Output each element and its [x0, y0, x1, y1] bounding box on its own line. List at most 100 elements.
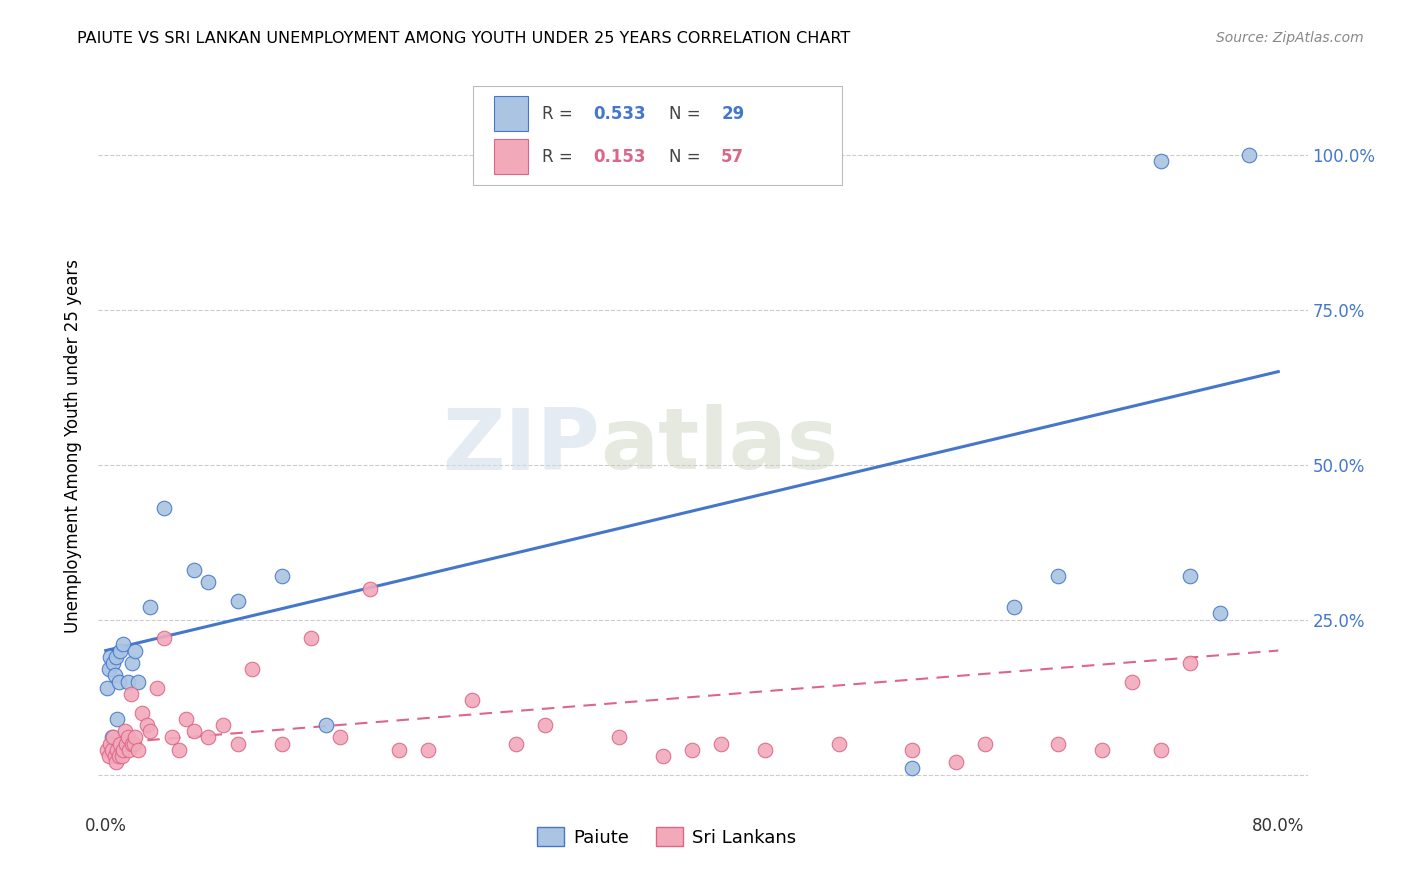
Text: 57: 57: [721, 147, 744, 166]
Y-axis label: Unemployment Among Youth under 25 years: Unemployment Among Youth under 25 years: [65, 259, 83, 633]
Point: [108, 674, 131, 689]
Point: [167, 743, 190, 757]
Point: [98, 649, 121, 664]
Text: N =: N =: [669, 105, 706, 123]
Point: [945, 755, 967, 769]
Point: [315, 718, 337, 732]
Text: N =: N =: [669, 147, 706, 166]
Point: [96, 681, 118, 695]
Point: [118, 743, 141, 757]
FancyBboxPatch shape: [494, 95, 527, 131]
Point: [461, 693, 484, 707]
Point: [1121, 674, 1143, 689]
FancyBboxPatch shape: [474, 87, 842, 185]
Point: [299, 631, 322, 645]
Point: [124, 643, 146, 657]
Point: [101, 731, 124, 745]
Text: 29: 29: [721, 105, 744, 123]
Point: [901, 761, 924, 775]
FancyBboxPatch shape: [494, 139, 527, 174]
Point: [754, 743, 776, 757]
Point: [183, 563, 205, 577]
Point: [681, 743, 703, 757]
Point: [1150, 153, 1173, 168]
Point: [1004, 600, 1026, 615]
Point: [131, 706, 153, 720]
Text: R =: R =: [543, 147, 578, 166]
Point: [270, 569, 292, 583]
Point: [534, 718, 557, 732]
Point: [176, 712, 198, 726]
Point: [96, 743, 118, 757]
Text: R =: R =: [543, 105, 578, 123]
Point: [1047, 569, 1070, 583]
Point: [1237, 147, 1260, 161]
Point: [359, 582, 381, 596]
Point: [111, 748, 134, 763]
Point: [103, 748, 125, 763]
Point: [97, 748, 120, 763]
Point: [651, 748, 673, 763]
Point: [1180, 569, 1202, 583]
Point: [121, 656, 143, 670]
Point: [153, 500, 176, 515]
Text: 0.153: 0.153: [593, 147, 645, 166]
Point: [607, 731, 630, 745]
Point: [100, 743, 122, 757]
Point: [1180, 656, 1202, 670]
Text: 0.533: 0.533: [593, 105, 645, 123]
Point: [107, 743, 129, 757]
Point: [212, 718, 235, 732]
Point: [1047, 737, 1070, 751]
Point: [329, 731, 352, 745]
Point: [901, 743, 924, 757]
Point: [121, 737, 143, 751]
Point: [505, 737, 527, 751]
Text: atlas: atlas: [600, 404, 838, 488]
Point: [197, 575, 219, 590]
Point: [270, 737, 292, 751]
Text: PAIUTE VS SRI LANKAN UNEMPLOYMENT AMONG YOUTH UNDER 25 YEARS CORRELATION CHART: PAIUTE VS SRI LANKAN UNEMPLOYMENT AMONG …: [77, 31, 851, 46]
Point: [827, 737, 849, 751]
Point: [226, 737, 249, 751]
Point: [240, 662, 263, 676]
Point: [388, 743, 411, 757]
Point: [100, 731, 122, 745]
Point: [418, 743, 440, 757]
Point: [124, 731, 146, 745]
Point: [1150, 743, 1173, 757]
Legend: Paiute, Sri Lankans: Paiute, Sri Lankans: [530, 820, 804, 854]
Point: [112, 743, 135, 757]
Point: [226, 594, 249, 608]
Point: [153, 631, 176, 645]
Point: [117, 731, 139, 745]
Point: [115, 737, 138, 751]
Point: [117, 674, 139, 689]
Point: [127, 743, 149, 757]
Point: [103, 668, 125, 682]
Point: [112, 637, 135, 651]
Point: [97, 662, 120, 676]
Point: [120, 687, 142, 701]
Point: [122, 737, 145, 751]
Point: [1091, 743, 1114, 757]
Point: [974, 737, 997, 751]
Point: [114, 724, 136, 739]
Point: [197, 731, 219, 745]
Point: [138, 724, 160, 739]
Point: [160, 731, 183, 745]
Point: [135, 718, 157, 732]
Point: [110, 643, 132, 657]
Point: [108, 748, 131, 763]
Point: [105, 755, 128, 769]
Point: [710, 737, 733, 751]
Text: Source: ZipAtlas.com: Source: ZipAtlas.com: [1216, 31, 1364, 45]
Point: [110, 737, 132, 751]
Text: ZIP: ZIP: [443, 404, 600, 488]
Point: [101, 656, 124, 670]
Point: [138, 600, 160, 615]
Point: [183, 724, 205, 739]
Point: [107, 712, 129, 726]
Point: [1208, 607, 1230, 621]
Point: [146, 681, 169, 695]
